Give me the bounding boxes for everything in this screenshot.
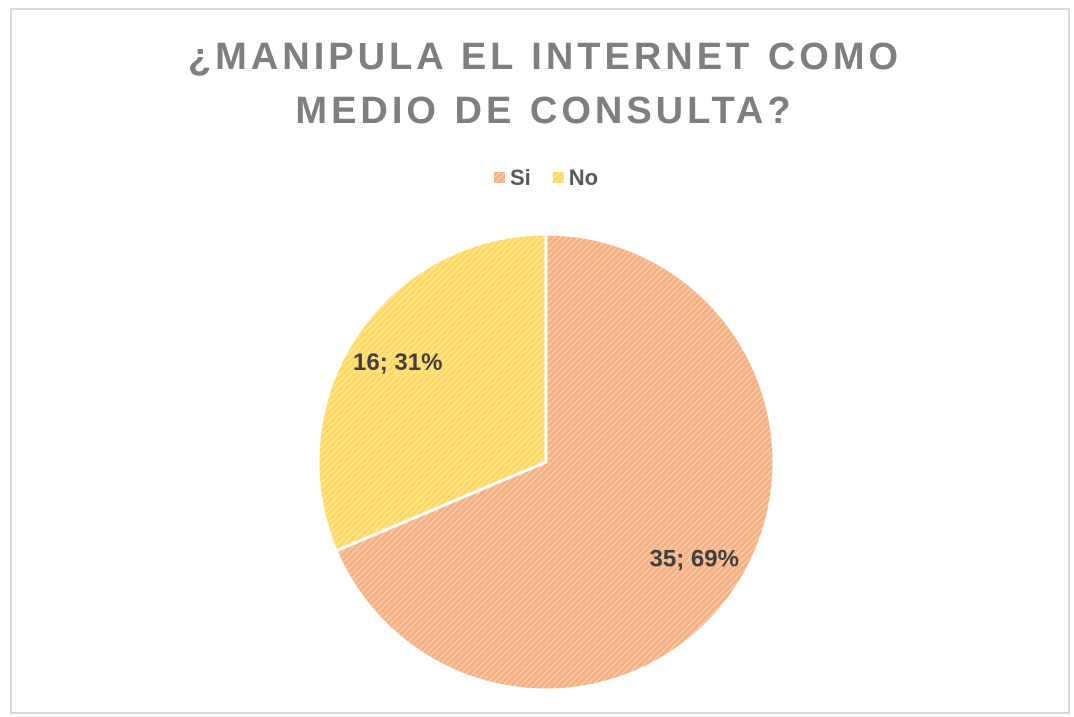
pie-slice (316, 232, 548, 553)
data-label: 35; 69% (650, 546, 739, 573)
legend-label: Si (510, 165, 531, 190)
data-label: 16; 31% (353, 349, 442, 376)
chart-frame (10, 8, 1070, 714)
legend-label: No (569, 165, 598, 190)
pie-slice (334, 232, 776, 692)
legend-swatch (552, 172, 564, 183)
legend-swatch (494, 172, 505, 183)
chart-title: ¿MANIPULA EL INTERNET COMO MEDIO DE CONS… (187, 36, 903, 132)
